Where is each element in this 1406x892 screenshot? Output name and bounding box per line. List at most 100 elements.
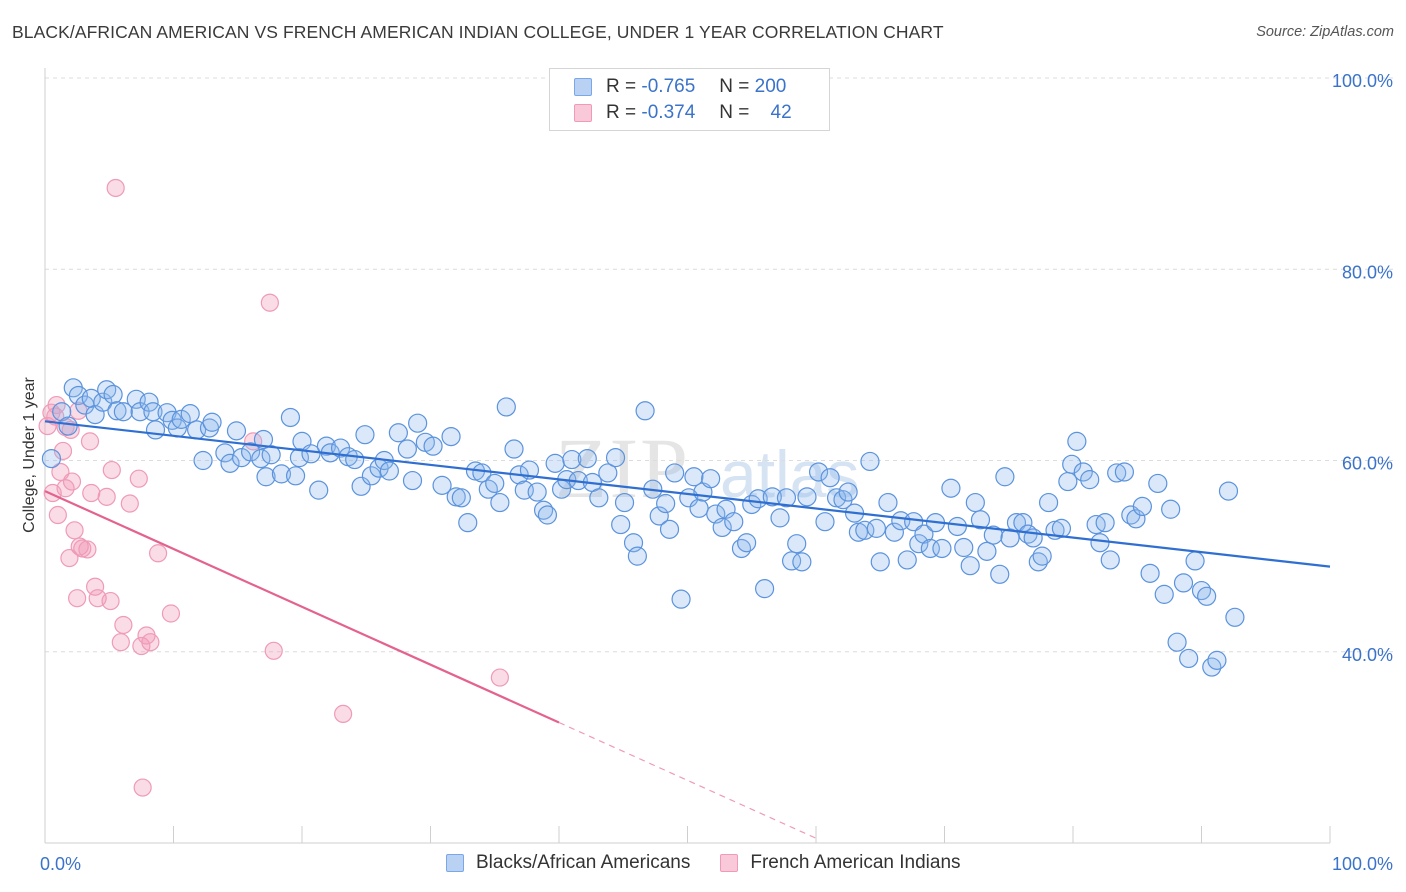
data-point-french-american-indians — [114, 615, 133, 635]
data-point-blacks-african-americans — [815, 512, 835, 532]
data-point-french-american-indians — [129, 469, 148, 488]
data-point-french-american-indians — [133, 778, 152, 797]
data-point-blacks-african-americans — [649, 506, 669, 526]
data-point-blacks-african-americans — [995, 467, 1015, 487]
data-point-blacks-african-americans — [635, 401, 655, 421]
data-point-blacks-african-americans — [253, 429, 274, 450]
data-point-blacks-african-americans — [589, 488, 609, 508]
data-point-blacks-african-americans — [52, 402, 72, 422]
y-tick-label: 60.0% — [1342, 454, 1393, 474]
data-point-blacks-african-americans — [103, 384, 123, 405]
source-label: Source: ZipAtlas.com — [1256, 24, 1394, 40]
y-tick-label: 100.0% — [1332, 71, 1393, 91]
data-point-french-american-indians — [53, 441, 73, 461]
data-point-blacks-african-americans — [614, 492, 635, 513]
watermark: ZIP atlas — [555, 420, 859, 516]
data-point-blacks-african-americans — [920, 538, 940, 559]
data-point-blacks-african-americans — [977, 541, 997, 561]
data-point-blacks-african-americans — [408, 413, 428, 433]
data-point-blacks-african-americans — [983, 525, 1003, 545]
data-point-blacks-african-americans — [737, 533, 757, 553]
data-point-blacks-african-americans — [689, 498, 709, 518]
trend-lines — [44, 420, 1331, 839]
data-point-blacks-african-americans — [724, 512, 744, 532]
data-point-blacks-african-americans — [965, 492, 985, 513]
data-point-blacks-african-americans — [1090, 533, 1110, 553]
data-point-french-american-indians — [78, 540, 97, 559]
data-point-blacks-african-americans — [701, 469, 721, 489]
data-point-blacks-african-americans — [904, 512, 924, 532]
blacks-african-americans-series — [41, 378, 1245, 677]
data-point-french-american-indians — [73, 539, 92, 558]
data-point-blacks-african-americans — [1132, 496, 1152, 516]
data-point-blacks-african-americans — [941, 478, 961, 498]
data-point-blacks-african-americans — [990, 564, 1010, 584]
data-point-blacks-african-americans — [897, 550, 917, 570]
data-point-blacks-african-americans — [884, 522, 904, 542]
data-point-blacks-african-americans — [1073, 462, 1093, 482]
series-swatch-pink — [720, 854, 739, 872]
data-point-blacks-african-americans — [1167, 632, 1187, 652]
data-point-blacks-african-americans — [241, 442, 261, 462]
data-point-french-american-indians — [82, 483, 101, 503]
data-point-blacks-african-americans — [1080, 470, 1100, 490]
series-swatch-blue — [446, 854, 464, 872]
legend-n-label: N = — [719, 76, 750, 97]
data-point-blacks-african-americans — [1051, 518, 1072, 538]
data-point-blacks-african-americans — [577, 448, 597, 469]
y-tick-label: 40.0% — [1342, 645, 1393, 665]
data-point-blacks-african-americans — [792, 552, 812, 572]
trend-line-french — [44, 490, 560, 724]
legend-r-value: -0.765 — [641, 76, 696, 97]
data-point-blacks-african-americans — [1179, 648, 1199, 669]
y-tick-label: 80.0% — [1342, 262, 1393, 282]
data-point-french-american-indians — [260, 293, 279, 312]
data-point-blacks-african-americans — [1197, 586, 1217, 606]
legend-swatch-blue — [574, 78, 592, 96]
data-point-blacks-african-americans — [379, 461, 399, 481]
data-point-blacks-african-americans — [388, 423, 408, 443]
data-point-blacks-african-americans — [960, 556, 980, 576]
data-point-blacks-african-americans — [731, 538, 752, 559]
legend-row-french: R = -0.374 N = 42 — [574, 101, 792, 125]
data-point-blacks-african-americans — [504, 439, 524, 459]
data-point-blacks-african-americans — [776, 488, 797, 508]
data-point-blacks-african-americans — [81, 388, 101, 408]
data-point-french-american-indians — [334, 704, 353, 724]
data-point-blacks-african-americans — [932, 538, 952, 559]
legend-n-value: 200 — [754, 76, 787, 97]
svg-text:atlas: atlas — [720, 437, 859, 511]
data-point-french-american-indians — [60, 548, 79, 568]
data-point-blacks-african-americans — [271, 464, 292, 484]
data-point-blacks-african-americans — [361, 466, 381, 486]
data-point-blacks-african-americans — [1161, 499, 1181, 519]
data-point-blacks-african-americans — [251, 448, 271, 469]
data-point-french-american-indians — [264, 641, 283, 660]
data-point-blacks-african-americans — [598, 463, 618, 483]
data-point-blacks-african-americans — [355, 425, 375, 445]
data-point-blacks-african-americans — [527, 482, 547, 502]
data-point-blacks-african-americans — [545, 453, 565, 473]
data-point-blacks-african-americans — [754, 579, 775, 599]
data-point-blacks-african-americans — [432, 475, 452, 495]
data-point-blacks-african-americans — [1154, 584, 1174, 604]
data-point-blacks-african-americans — [770, 508, 790, 528]
data-point-blacks-african-americans — [870, 552, 890, 572]
data-point-blacks-african-americans — [309, 480, 329, 500]
data-point-blacks-african-americans — [397, 439, 417, 459]
data-point-blacks-african-americans — [562, 449, 582, 470]
chart-title: BLACK/AFRICAN AMERICAN VS FRENCH AMERICA… — [12, 22, 944, 42]
y-axis-label: College, Under 1 year — [21, 377, 38, 533]
data-point-blacks-african-americans — [496, 397, 516, 417]
data-point-french-american-indians — [68, 589, 87, 608]
data-point-blacks-african-americans — [808, 462, 829, 482]
data-point-blacks-african-americans — [1100, 550, 1120, 570]
series-label-french: French American Indians — [750, 852, 961, 873]
data-point-blacks-african-americans — [145, 420, 166, 440]
data-point-blacks-african-americans — [656, 493, 676, 514]
data-point-blacks-african-americans — [1107, 463, 1127, 483]
legend-r-label: R = — [606, 102, 637, 123]
data-point-blacks-african-americans — [139, 392, 159, 412]
data-point-blacks-african-americans — [611, 514, 631, 535]
data-point-french-american-indians — [80, 432, 100, 451]
